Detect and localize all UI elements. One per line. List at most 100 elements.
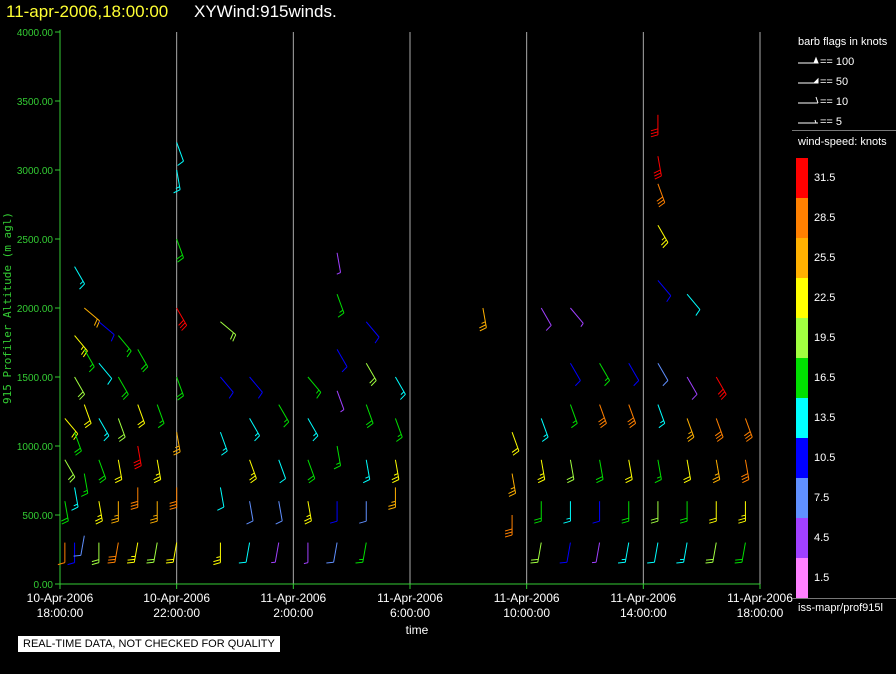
wind-barb bbox=[657, 362, 669, 387]
wind-barb bbox=[394, 376, 406, 400]
wind-barb bbox=[365, 321, 380, 344]
colorbar-segment bbox=[796, 238, 808, 278]
colorbar-segment bbox=[796, 198, 808, 238]
wind-barb bbox=[127, 542, 139, 564]
wind-barb bbox=[271, 542, 280, 564]
wind-barb bbox=[117, 376, 129, 400]
wind-barb bbox=[220, 376, 234, 399]
barb-legend-50: == 50 bbox=[820, 76, 849, 88]
wind-barb bbox=[95, 501, 103, 525]
wind-barb bbox=[117, 418, 126, 442]
wind-barb bbox=[83, 404, 92, 429]
wind-barb bbox=[336, 349, 348, 373]
wind-barb bbox=[391, 459, 400, 484]
wind-barb bbox=[304, 501, 312, 525]
colorbar-segment bbox=[796, 398, 808, 438]
wind-barb bbox=[74, 376, 86, 400]
wind-barb bbox=[511, 432, 520, 456]
y-tick-label: 4000.00 bbox=[17, 28, 54, 39]
wind-barb bbox=[130, 487, 139, 510]
wind-barb bbox=[336, 294, 345, 318]
barb-legend-icons bbox=[798, 56, 819, 124]
wind-barb bbox=[365, 404, 374, 429]
wind-barb bbox=[275, 501, 283, 525]
y-tick-label: 3500.00 bbox=[17, 97, 54, 108]
wind-barb bbox=[530, 542, 542, 564]
wind-barb bbox=[709, 501, 717, 524]
wind-barb bbox=[64, 459, 76, 483]
wind-barb bbox=[329, 501, 338, 524]
legend-panel: barb flags in knots == 100 == 50 == 10 =… bbox=[792, 30, 896, 620]
wind-barb bbox=[653, 156, 662, 180]
legend-divider bbox=[792, 130, 896, 131]
colorbar-segment bbox=[796, 358, 808, 398]
wind-barb bbox=[74, 432, 82, 456]
chart-date-title: 11-apr-2006,18:00:00 bbox=[6, 2, 169, 21]
wind-barb bbox=[172, 432, 181, 456]
x-tick-time: 14:00:00 bbox=[620, 606, 667, 620]
wind-barb bbox=[676, 542, 688, 564]
x-tick-time: 18:00:00 bbox=[737, 606, 784, 620]
legend-divider-bottom bbox=[792, 598, 896, 599]
wind-barb bbox=[67, 542, 76, 566]
x-tick-time: 18:00:00 bbox=[37, 606, 84, 620]
barb-5-tick-icon bbox=[814, 119, 817, 124]
wind-barb bbox=[679, 501, 688, 524]
x-tick-date: 11-Apr-2006 bbox=[610, 591, 676, 605]
colorbar-segment bbox=[796, 558, 808, 598]
wind-barb bbox=[598, 404, 607, 429]
wind-barb bbox=[570, 307, 584, 327]
x-tick-time: 6:00:00 bbox=[390, 606, 430, 620]
wind-barb bbox=[83, 349, 95, 373]
wind-barb bbox=[566, 459, 575, 484]
colorbar-segment bbox=[796, 318, 808, 358]
wind-barb bbox=[111, 501, 119, 524]
barb-100-flag-icon bbox=[813, 56, 819, 64]
wind-barb bbox=[74, 266, 86, 290]
x-tick-date: 11-Apr-2006 bbox=[727, 591, 793, 605]
wind-barb bbox=[307, 418, 319, 442]
wind-barb bbox=[686, 376, 698, 400]
colorbar-label: 4.5 bbox=[814, 532, 830, 544]
wind-barb bbox=[359, 501, 367, 524]
colorbar-label: 1.5 bbox=[814, 572, 830, 584]
wind-barb bbox=[176, 307, 188, 331]
wind-barb bbox=[173, 169, 181, 194]
wind-barb bbox=[57, 542, 66, 566]
wind-barb bbox=[326, 542, 338, 564]
wind-barb bbox=[559, 542, 571, 564]
wind-barb bbox=[365, 362, 377, 387]
wind-barb bbox=[333, 445, 342, 470]
wind-barb bbox=[98, 362, 113, 385]
wind-barb bbox=[278, 404, 290, 428]
wind-barb bbox=[165, 542, 178, 564]
wind-barb bbox=[624, 459, 633, 484]
colorbar-segment bbox=[796, 438, 808, 478]
quality-disclaimer: REAL-TIME DATA, NOT CHECKED FOR QUALITY bbox=[18, 636, 280, 652]
wind-barb bbox=[219, 432, 228, 456]
wind-barb bbox=[714, 418, 724, 442]
colorbar-segment bbox=[796, 158, 808, 198]
barb-legend-5: == 5 bbox=[820, 116, 843, 128]
wind-barb bbox=[534, 501, 542, 524]
wind-barb bbox=[81, 473, 89, 497]
x-tick-date: 11-Apr-2006 bbox=[494, 591, 560, 605]
wind-barb bbox=[137, 404, 146, 429]
wind-barb bbox=[278, 459, 287, 484]
colorbar-segment bbox=[796, 518, 808, 558]
y-axis-title: 915 Profiler Altitude (m agl) bbox=[1, 212, 14, 404]
speed-legend-title: wind-speed: knots bbox=[798, 136, 887, 148]
wind-barb bbox=[715, 376, 727, 400]
wind-barb bbox=[220, 321, 237, 342]
y-tick-label: 500.00 bbox=[22, 511, 53, 522]
wind-barb bbox=[686, 293, 701, 316]
barb-legend-10: == 10 bbox=[820, 96, 849, 108]
wind-barb bbox=[592, 501, 601, 524]
wind-barb bbox=[114, 459, 123, 484]
wind-barb bbox=[73, 535, 85, 557]
wind-barb bbox=[741, 459, 750, 484]
wind-barb bbox=[599, 362, 611, 387]
y-tick-label: 1000.00 bbox=[17, 442, 54, 453]
wind-barb bbox=[137, 349, 149, 373]
